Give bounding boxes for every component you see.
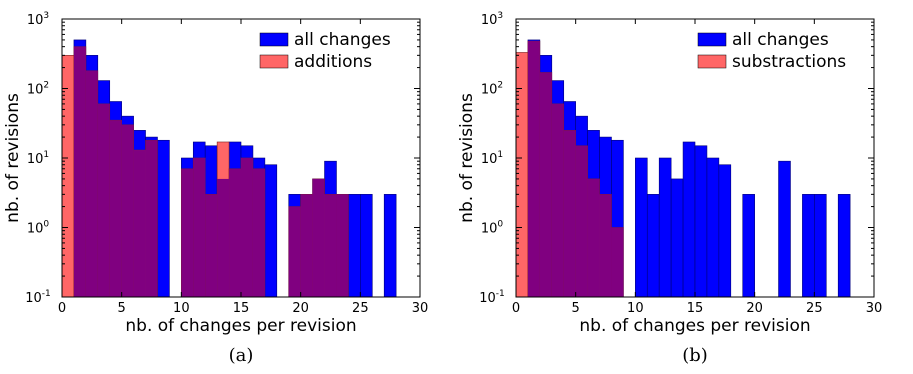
bar-overlap (288, 206, 301, 297)
bar-all-changes (742, 194, 755, 298)
x-tick-label: 30 (866, 301, 883, 316)
x-tick-label: 25 (806, 301, 823, 316)
bar-all-changes (814, 194, 827, 298)
bar-overlap (336, 194, 349, 297)
x-tick-label: 10 (627, 301, 644, 316)
legend-swatch-all-changes (697, 32, 727, 47)
bar-overlap (587, 178, 600, 297)
y-tick-label: 101 (27, 150, 49, 167)
bar-overlap (324, 194, 337, 297)
bar-overlap (611, 227, 624, 297)
y-tick-label: 102 (27, 81, 49, 98)
x-tick-label: 5 (572, 301, 580, 316)
chart-panel-b: 0 5 10 15 20 25 30 10-1 100 101 102 103 nb. of chang… (457, 11, 882, 366)
bar-all-changes (360, 194, 373, 298)
bar-overlap (133, 150, 146, 297)
bar-overlap (312, 178, 325, 297)
y-tick-label: 102 (481, 81, 503, 98)
x-tick-label: 25 (352, 301, 369, 316)
bar-all-changes (646, 194, 660, 298)
bar-all-changes (264, 164, 278, 298)
y-tick-label: 10-1 (25, 289, 51, 306)
bar-overlap (97, 103, 110, 297)
bar-all-changes (694, 145, 708, 298)
bar-overlap (205, 194, 218, 297)
legend-label-substractions: substractions (732, 52, 846, 72)
y-tick-label: 101 (481, 150, 503, 167)
bar-overlap (575, 145, 588, 297)
bar-all-changes (383, 194, 397, 298)
bar-all-changes (837, 194, 851, 298)
bar-overlap (527, 41, 540, 297)
bar-overlap (181, 168, 194, 297)
bar-overlap (217, 178, 230, 297)
x-tick-label: 20 (292, 301, 309, 316)
bar-all-changes (157, 139, 170, 298)
bar-overlap (241, 158, 253, 297)
chart-panel-a: 0 5 10 15 20 25 30 10-1 100 101 102 103 nb. of chang… (3, 11, 428, 366)
y-tick-label: 103 (481, 11, 503, 28)
x-axis-label: nb. of changes per revision (125, 316, 356, 336)
y-tick-label: 100 (481, 220, 504, 237)
bar-overlap (193, 158, 206, 297)
x-ticks: 0 5 10 15 20 25 30 (512, 19, 882, 316)
x-axis-label: nb. of changes per revision (579, 316, 810, 336)
x-tick-label: 0 (512, 301, 520, 316)
y-axis-label: nb. of revisions (457, 93, 477, 223)
panel-caption: (b) (682, 345, 708, 366)
y-tick-label: 100 (27, 220, 50, 237)
x-tick-label: 10 (173, 301, 190, 316)
bar-all-changes (802, 194, 815, 298)
legend-label-all-changes: all changes (732, 30, 829, 50)
bar-all-changes (670, 178, 684, 298)
x-ticks: 0 5 10 15 20 25 30 (58, 19, 428, 316)
legend-swatch-additions (259, 54, 289, 69)
bar-overlap (85, 70, 98, 297)
x-tick-label: 5 (118, 301, 126, 316)
y-ticks: 10-1 100 101 102 103 (25, 11, 420, 306)
panel-caption: (a) (229, 345, 254, 366)
y-tick-label: 103 (27, 11, 49, 28)
y-ticks: 10-1 100 101 102 103 (479, 11, 874, 306)
bar-all-changes (682, 141, 696, 298)
bar-all-changes (635, 157, 648, 298)
x-tick-label: 0 (58, 301, 66, 316)
bar-all-changes (658, 157, 672, 298)
bar-overlap (252, 168, 265, 297)
x-tick-label: 30 (412, 301, 429, 316)
legend-label-additions: additions (294, 52, 372, 72)
x-tick-label: 20 (746, 301, 763, 316)
legend-swatch-substractions (697, 54, 727, 69)
bar-overlap (109, 120, 122, 297)
x-tick-label: 15 (233, 301, 250, 316)
legend-label-all-changes: all changes (294, 30, 391, 50)
bar-overlap (229, 168, 241, 297)
bar-all-changes (348, 194, 361, 298)
bar-overlap (599, 194, 612, 297)
y-axis-label: nb. of revisions (3, 93, 23, 223)
bar-overlap (73, 46, 86, 297)
bar-overlap (551, 103, 564, 297)
bar-overlap (121, 124, 134, 297)
bar-overlap (539, 72, 552, 298)
bar-all-changes (778, 160, 791, 298)
legend-swatch-all-changes (259, 32, 289, 47)
bar-overlap (563, 130, 576, 297)
bar-overlap (300, 194, 313, 297)
bar-overlap (145, 140, 158, 297)
bar-all-changes (718, 164, 732, 298)
bar-all-changes (706, 157, 720, 298)
x-tick-label: 15 (687, 301, 704, 316)
bar-substractions (515, 52, 529, 298)
y-tick-label: 10-1 (479, 289, 505, 306)
